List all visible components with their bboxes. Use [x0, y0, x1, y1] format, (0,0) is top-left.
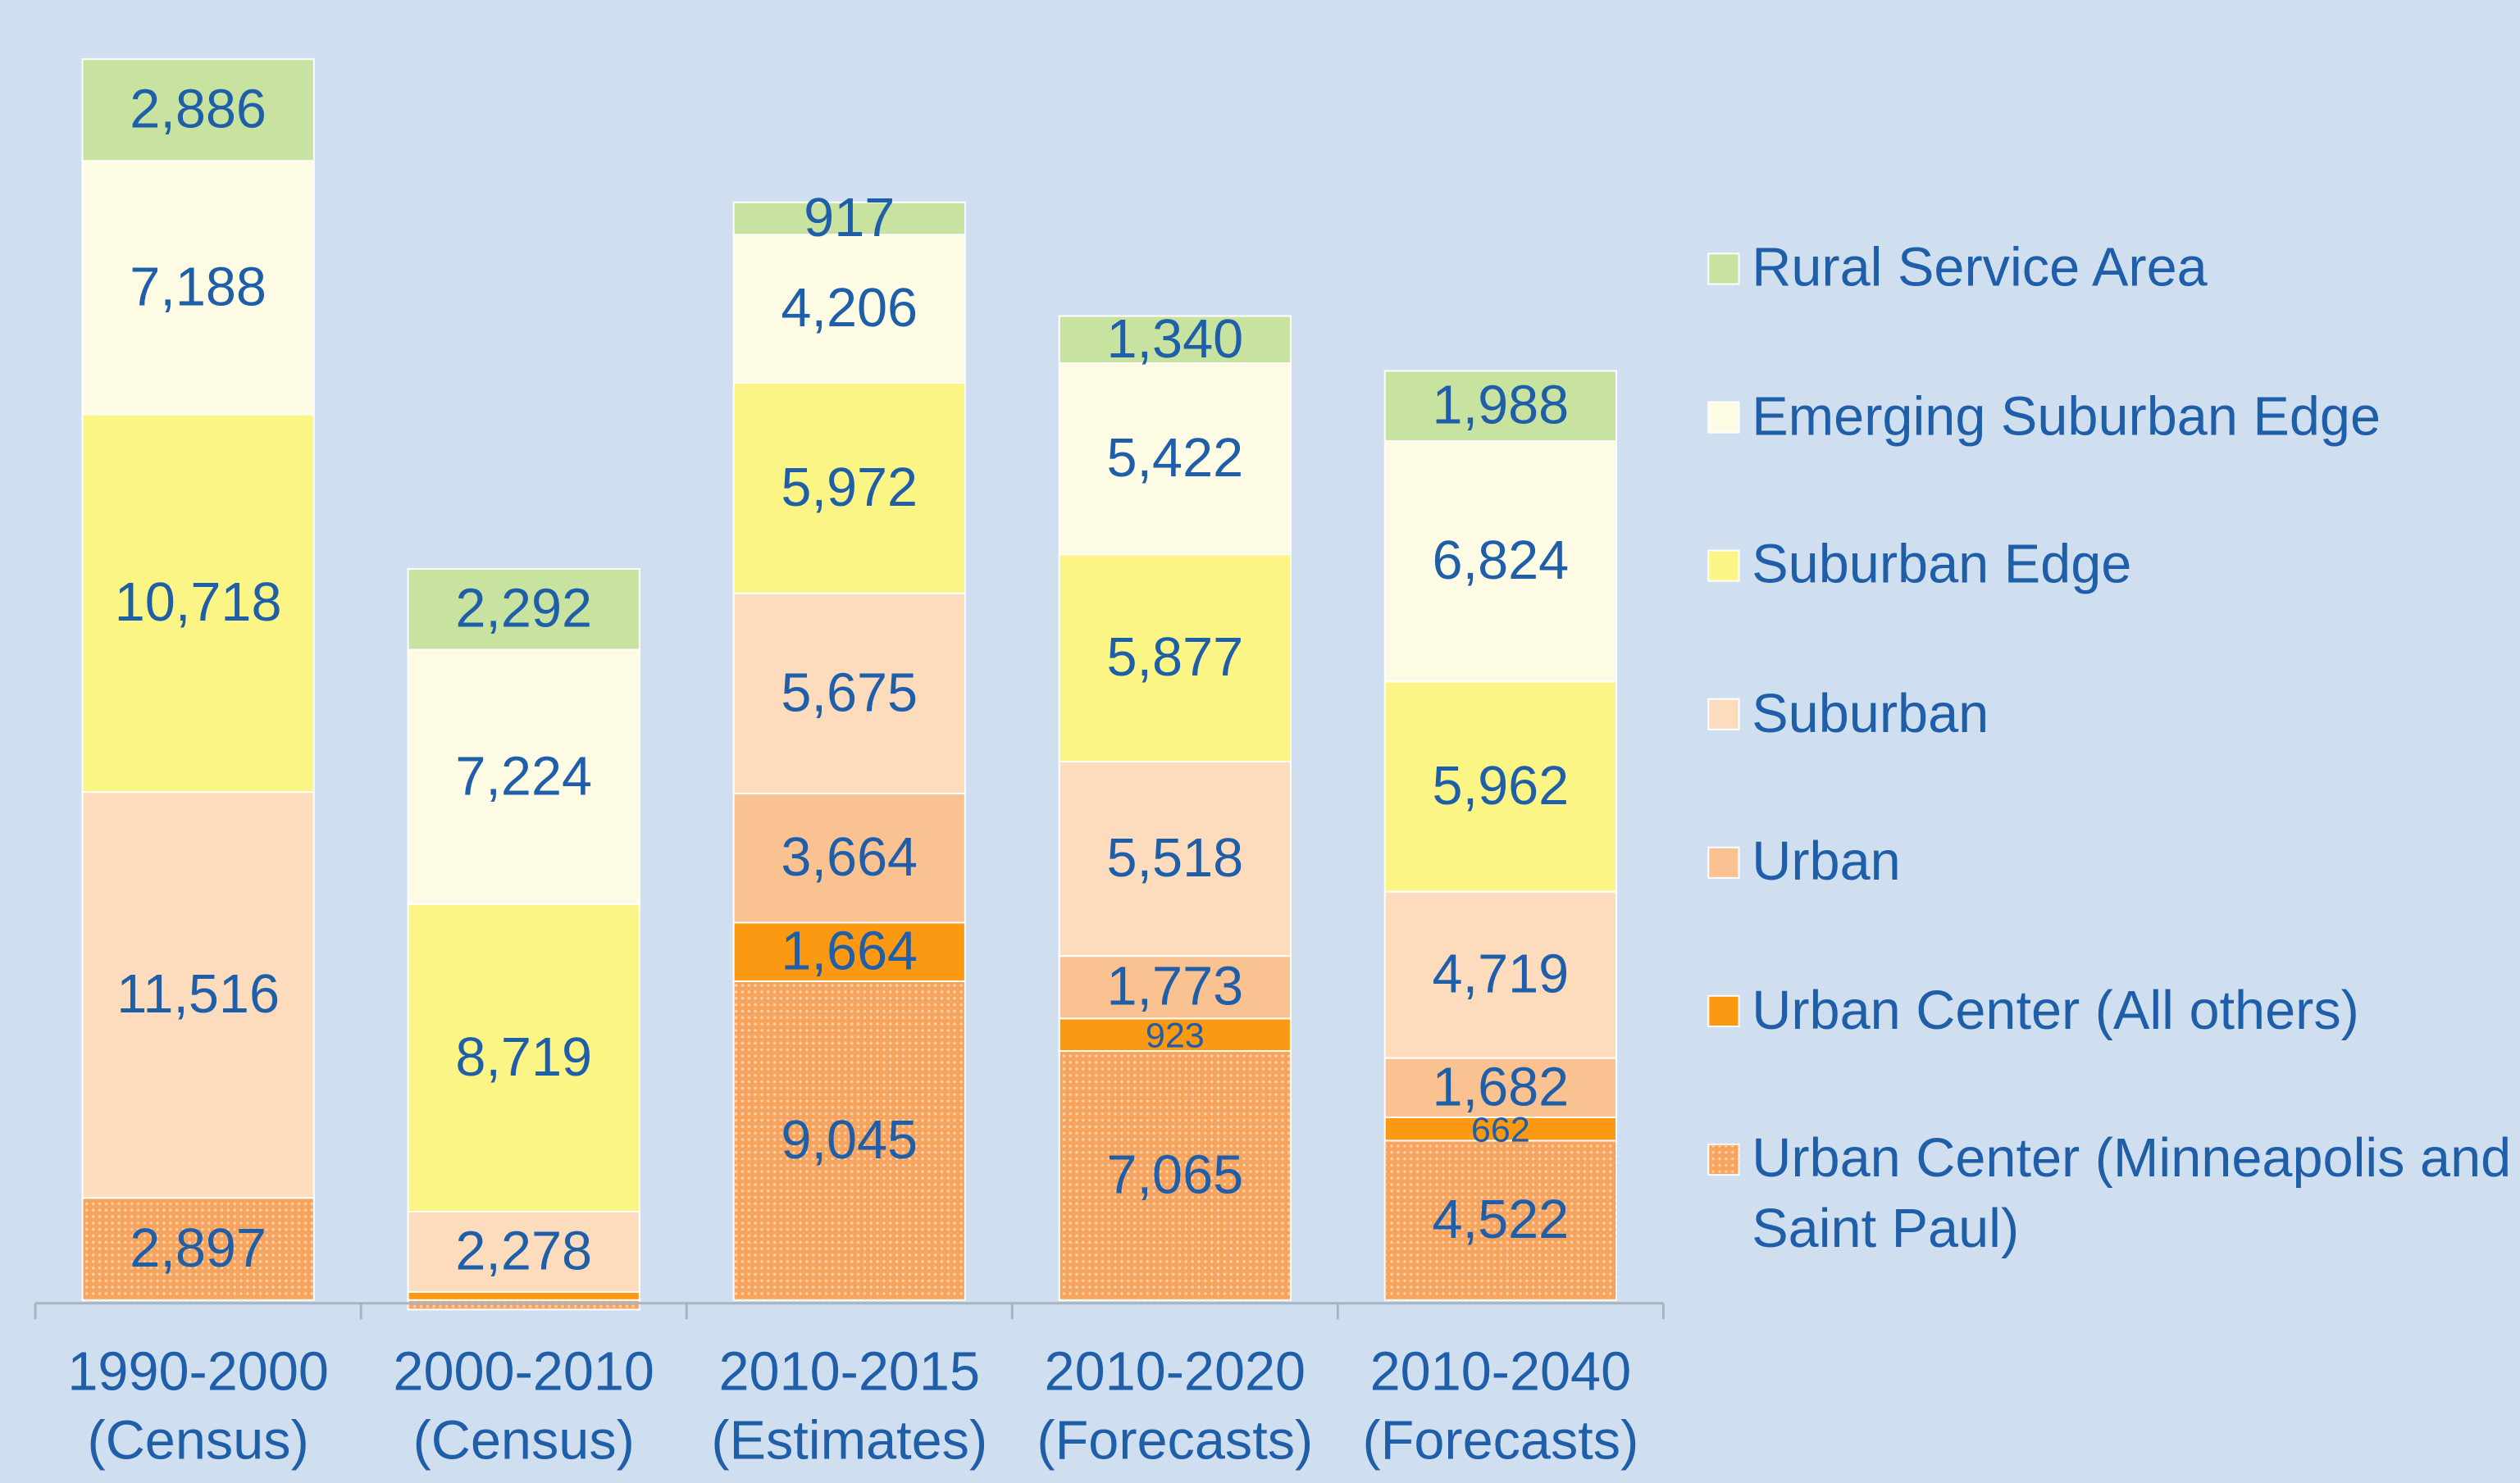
data-label: 7,065 — [1106, 1144, 1243, 1205]
legend-item: Urban — [1752, 831, 1901, 893]
data-label: 2,897 — [130, 1218, 267, 1279]
x-tick-label: 1990-2000 — [67, 1341, 329, 1402]
bar-segment — [407, 1211, 640, 1293]
bar-segment — [1383, 890, 1617, 1059]
legend-label: Rural Service Area — [1752, 237, 2208, 299]
bar-segment — [732, 382, 966, 594]
bar-segment — [81, 413, 315, 794]
data-label: 1,682 — [1433, 1057, 1570, 1117]
bar-segment — [1058, 553, 1292, 762]
legend-label: Emerging Suburban Edge — [1752, 385, 2381, 448]
bar-segment — [1383, 1057, 1617, 1118]
x-tick-label: (Census) — [413, 1411, 635, 1472]
bars — [81, 58, 1617, 1311]
labels: 2,897 11,516 10,718 7,188 2,886 2,278 8,719 7,2… — [115, 80, 1569, 1282]
bar-segment — [1383, 370, 1617, 442]
data-label: 8,719 — [455, 1027, 592, 1088]
x-tick-label: 2010-2040 — [1370, 1341, 1632, 1402]
data-label: 923 — [1146, 1017, 1205, 1056]
legend-swatch — [1707, 994, 1740, 1027]
data-label: 5,972 — [781, 457, 918, 518]
bar-segment — [1058, 362, 1292, 556]
x-tick-label: (Forecasts) — [1037, 1411, 1313, 1472]
bar-segment — [732, 234, 966, 384]
legend-swatch-texture — [1708, 1144, 1739, 1176]
data-label: 1,988 — [1433, 375, 1570, 436]
data-label: 2,278 — [455, 1221, 592, 1281]
x-tick-label: 2010-2015 — [718, 1341, 980, 1402]
data-label: 3,664 — [781, 827, 918, 888]
data-label: 11,516 — [116, 964, 280, 1025]
data-label: 1,340 — [1106, 309, 1243, 370]
x-tick-label: (Forecasts) — [1362, 1411, 1638, 1472]
legend-item: Emerging Suburban Edge — [1752, 385, 2381, 448]
x-tick-label: 2000-2010 — [393, 1341, 654, 1402]
legend-item: Suburban — [1752, 683, 1989, 744]
legend-swatch — [1707, 401, 1740, 434]
bar-segment — [1383, 1116, 1617, 1142]
data-label: 662 — [1471, 1110, 1530, 1149]
data-label: 5,422 — [1106, 428, 1243, 489]
data-label: 5,518 — [1106, 828, 1243, 889]
legend-swatch — [1707, 698, 1740, 730]
bar-texture — [1384, 1140, 1616, 1300]
legend-swatch — [1707, 846, 1740, 879]
data-label: 2,292 — [455, 579, 592, 639]
bar-segment — [1058, 315, 1292, 365]
data-label: 6,824 — [1433, 530, 1570, 591]
data-label: 1,664 — [781, 921, 918, 982]
bar-segment — [732, 592, 966, 794]
bar-segment — [81, 791, 315, 1199]
legend-item: Urban Center (Minneapolis and Saint Paul… — [1752, 1128, 2512, 1260]
x-tick-label: (Estimates) — [711, 1411, 987, 1472]
data-label: 2,886 — [130, 80, 267, 140]
bar-segment — [81, 58, 315, 162]
bar-texture — [82, 1198, 314, 1300]
bar-segment — [1383, 680, 1617, 893]
bar-segment — [1058, 760, 1292, 958]
data-label: 9,045 — [781, 1110, 918, 1171]
legend-swatch — [1707, 252, 1740, 285]
data-label: 917 — [804, 188, 895, 248]
data-label: 5,877 — [1106, 627, 1243, 688]
data-label: 1,773 — [1106, 957, 1243, 1017]
legend-label: Suburban — [1752, 683, 1989, 744]
legend-label: Urban Center (Minneapolis and Saint Paul… — [1752, 1128, 2512, 1260]
bar-texture — [733, 980, 965, 1300]
bar-segment — [732, 792, 966, 924]
x-tick-label: 2010-2020 — [1045, 1341, 1306, 1402]
data-label: 10,718 — [115, 572, 282, 633]
bar-segment — [732, 201, 966, 236]
data-label: 5,962 — [1433, 756, 1570, 817]
bar-segment — [1058, 1017, 1292, 1053]
data-label: 7,224 — [455, 746, 592, 807]
bar-segment — [732, 921, 966, 982]
data-label: 5,675 — [781, 662, 918, 723]
legend-item: Suburban Edge — [1752, 534, 2132, 596]
bar-segment — [1058, 955, 1292, 1020]
bar-segment — [1383, 439, 1617, 683]
data-label: 7,188 — [130, 257, 267, 317]
legend-label: Suburban Edge — [1752, 534, 2132, 596]
legend-swatch — [1707, 549, 1740, 582]
data-label: 4,522 — [1433, 1190, 1570, 1250]
bar-segment — [407, 1290, 640, 1301]
legend-label: Urban — [1752, 831, 1901, 893]
data-label: 4,719 — [1433, 944, 1570, 1005]
bar-segment — [407, 903, 640, 1212]
bar-segment — [407, 648, 640, 906]
legend-item: Rural Service Area — [1752, 237, 2208, 299]
legend-label: Urban Center (All others) — [1752, 980, 2359, 1041]
bar-segment — [407, 567, 640, 651]
data-label: 4,206 — [781, 278, 918, 339]
x-tick-label: (Census) — [88, 1411, 309, 1472]
legend-item: Urban Center (All others) — [1752, 980, 2359, 1041]
bar-texture — [408, 1299, 640, 1310]
bar-texture — [1059, 1051, 1291, 1300]
